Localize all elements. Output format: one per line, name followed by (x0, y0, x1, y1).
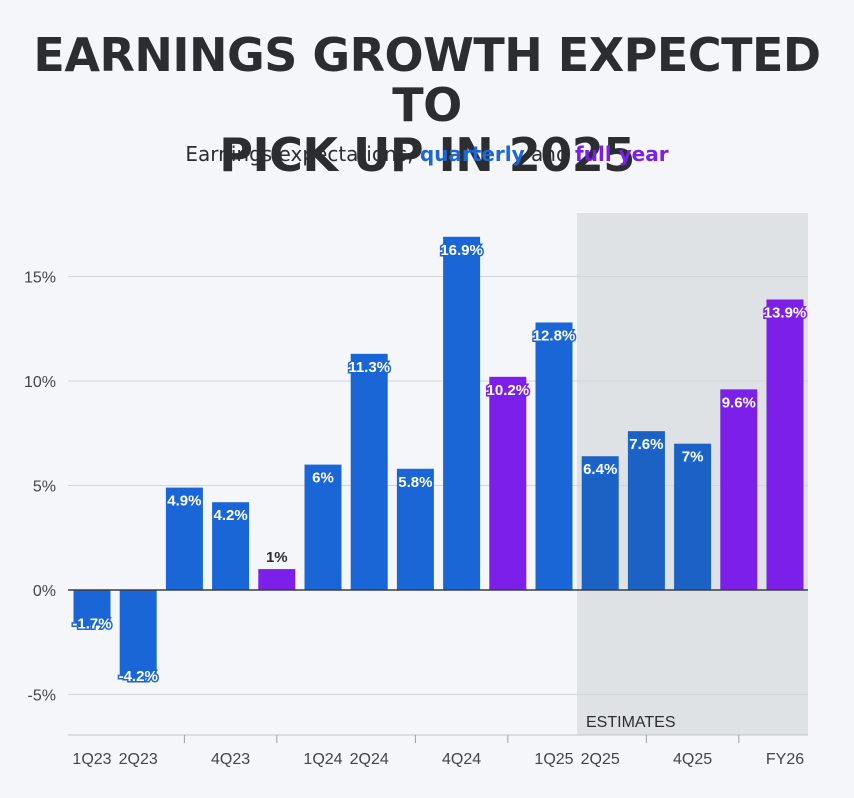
subtitle-quarterly: quarterly (419, 142, 525, 166)
bar-fy24 (489, 376, 527, 590)
data-label: 12.8% (533, 327, 576, 344)
x-tick-label: 4Q24 (442, 751, 481, 768)
bar-fy25 (720, 389, 758, 590)
chart-title: EARNINGS GROWTH EXPECTED TO PICK UP IN 2… (0, 30, 854, 180)
data-label: 4.9% (167, 493, 201, 510)
bar-1q23 (73, 590, 111, 626)
bar-2q23 (119, 590, 157, 678)
x-tick-label: 2Q23 (119, 751, 158, 768)
chart-title-line-1: EARNINGS GROWTH EXPECTED TO (33, 28, 821, 132)
data-label: 16.9% (440, 242, 483, 259)
chart-subtitle: Earnings expectations, quarterly and ful… (0, 142, 854, 166)
subtitle-full-year: full year (575, 142, 669, 166)
estimates-label: ESTIMATES (586, 714, 676, 731)
subtitle-and: and (531, 142, 569, 166)
y-tick-label: 0% (33, 583, 56, 600)
y-tick-label: -5% (28, 688, 56, 705)
bar-4q25 (674, 443, 712, 590)
x-tick-label: 2Q25 (581, 751, 620, 768)
data-label: 4.2% (213, 507, 247, 524)
x-tick-label: 1Q24 (303, 751, 342, 768)
bar-1q25 (535, 322, 573, 590)
data-label: -1.7% (72, 616, 111, 633)
y-tick-label: 5% (33, 479, 56, 496)
bar-3q24 (396, 468, 434, 590)
data-label: 13.9% (764, 304, 807, 321)
data-label: 7.6% (629, 436, 663, 453)
data-label: 9.6% (722, 394, 756, 411)
data-label: 10.2% (487, 382, 530, 399)
data-label: 5.8% (398, 474, 432, 491)
data-label: 7% (682, 449, 704, 466)
chart-title-line-2: PICK UP IN 2025 (219, 128, 635, 182)
subtitle-prefix: Earnings expectations, (185, 142, 414, 166)
data-label: -4.2% (119, 668, 158, 685)
data-label: 11.3% (348, 359, 390, 376)
data-label: 6% (312, 470, 334, 487)
x-tick-label: 1Q23 (72, 751, 111, 768)
bar-fy26 (766, 299, 804, 590)
y-tick-label: 10% (24, 374, 56, 391)
bar-fy23 (258, 569, 296, 590)
y-tick-label: 15% (24, 270, 56, 287)
x-tick-label: FY26 (766, 751, 804, 768)
x-tick-label: 2Q24 (350, 751, 389, 768)
data-label: 6.4% (583, 461, 617, 478)
bar-3q25 (627, 431, 665, 590)
bar-1q24 (304, 464, 342, 590)
x-tick-label: 1Q25 (534, 751, 573, 768)
x-tick-label: 4Q25 (673, 751, 712, 768)
bar-3q23 (165, 487, 203, 590)
x-tick-label: 4Q23 (211, 751, 250, 768)
bar-2q25 (581, 456, 619, 590)
bar-4q23 (212, 502, 250, 590)
bar-2q24 (350, 353, 388, 590)
bar-4q24 (443, 236, 481, 591)
data-label: 1% (266, 549, 288, 566)
